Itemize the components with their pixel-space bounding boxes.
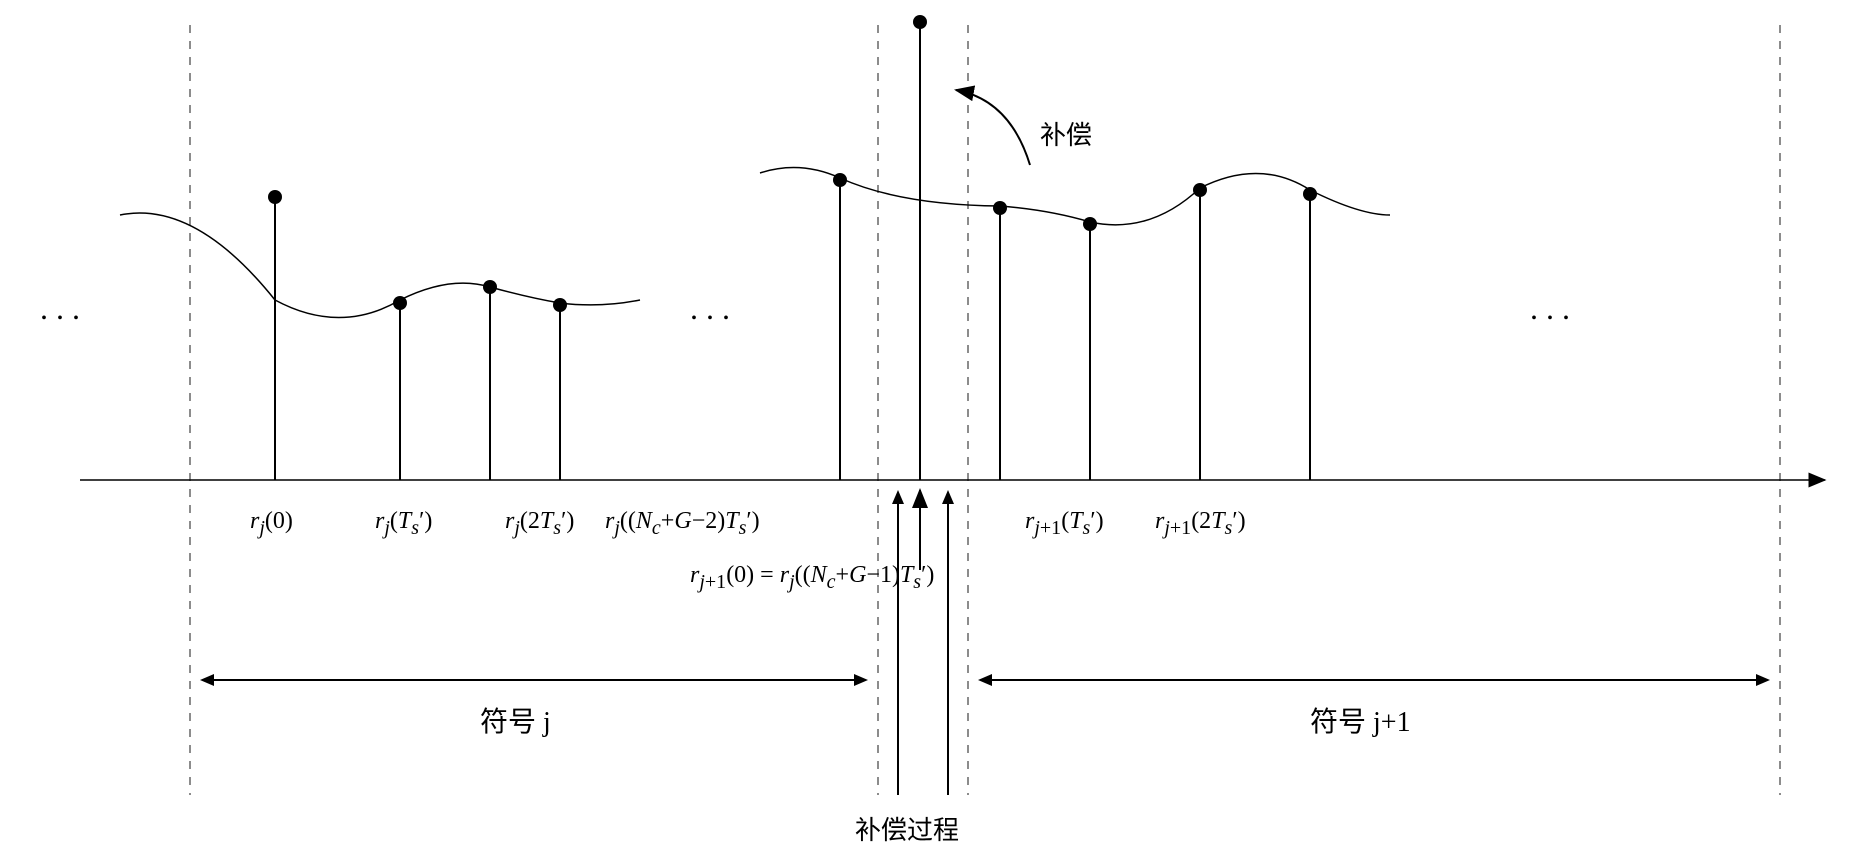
compensation-arrow: [956, 90, 1030, 165]
sample-dot-j-3: [553, 298, 567, 312]
label-rj-NcG2: rj((Nc+G−2)Ts′): [605, 508, 760, 540]
comp-arrow-right-head: [942, 490, 954, 504]
label-rj-0: rj(0): [250, 508, 293, 540]
label-section-j1: 符号 j+1: [1310, 700, 1411, 740]
label-compensation: 补偿: [1040, 115, 1092, 152]
label-rj1-0-eq: rj+1(0) = rj((Nc+G−1)Ts′): [690, 562, 934, 594]
sample-dot-j1-1: [1083, 217, 1097, 231]
sample-dot-j-0: [268, 190, 282, 204]
label-rj1-2Ts: rj+1(2Ts′): [1155, 508, 1246, 540]
label-rj-2Ts: rj(2Ts′): [505, 508, 574, 540]
comp-arrow-left-head: [892, 490, 904, 504]
section-j-left-head: [200, 674, 214, 686]
ellipsis-left: . . .: [40, 290, 80, 327]
section-jplus1-right-head: [1756, 674, 1770, 686]
label-rj1-Ts: rj+1(Ts′): [1025, 508, 1104, 540]
ellipsis-mid: . . .: [690, 290, 730, 327]
sample-dot-j1-0: [993, 201, 1007, 215]
signal-diagram: . . . . . . . . . rj(0) rj(Ts′) rj(2Ts′) rj((N…: [0, 0, 1870, 845]
section-j-right-head: [854, 674, 868, 686]
label-section-j: 符号 j: [480, 700, 551, 740]
curve-j-right: [760, 168, 1390, 225]
label-rj-Ts: rj(Ts′): [375, 508, 432, 540]
ellipsis-right: . . .: [1530, 290, 1570, 327]
diagram-svg: [0, 0, 1870, 845]
sample-dot-j1-3: [1303, 187, 1317, 201]
section-jplus1-left-head: [978, 674, 992, 686]
label-comp-process: 补偿过程: [855, 810, 959, 847]
sample-dot-spike-mid: [913, 15, 927, 29]
